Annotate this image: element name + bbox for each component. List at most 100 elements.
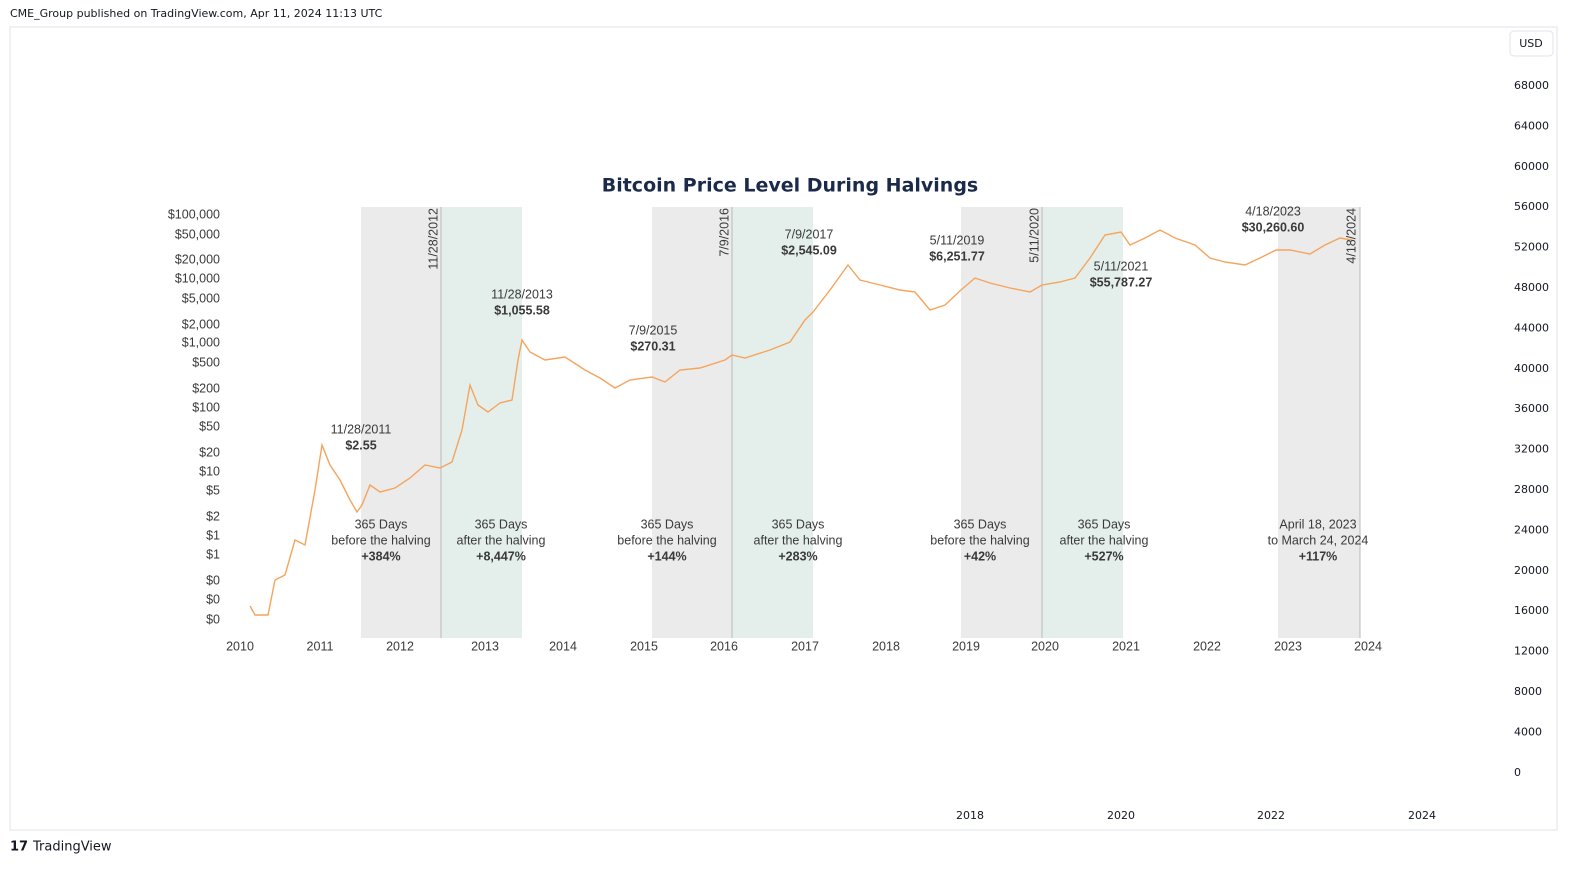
period-shade — [652, 207, 732, 638]
price-axis-label: 16000 — [1514, 604, 1549, 617]
note-date: 7/9/2017 — [785, 227, 834, 241]
note-date: 5/11/2021 — [1094, 259, 1149, 273]
image-y-label: $2,000 — [182, 317, 220, 331]
image-y-label: $50,000 — [175, 227, 220, 241]
logo-mark: 17 — [10, 840, 28, 855]
currency-label[interactable]: USD — [1519, 37, 1543, 50]
price-axis-label: 48000 — [1514, 281, 1549, 294]
period-text: 365 Days — [772, 517, 825, 531]
period-shade — [732, 207, 813, 638]
period-text: after the halving — [754, 533, 843, 547]
image-x-label: 2011 — [307, 639, 334, 653]
period-text: 365 Days — [355, 517, 408, 531]
image-x-label: 2019 — [952, 639, 980, 653]
period-text: after the halving — [457, 533, 546, 547]
image-x-label: 2015 — [630, 639, 658, 653]
price-axis-label: 56000 — [1514, 200, 1549, 213]
halving-date: 5/11/2020 — [1027, 208, 1041, 263]
image-y-label: $1 — [206, 528, 220, 542]
period-shade — [1042, 207, 1123, 638]
image-y-label: $100 — [192, 400, 220, 414]
image-y-label: $10 — [199, 464, 220, 478]
price-line — [249, 229, 1353, 616]
image-x-label: 2013 — [471, 639, 499, 653]
publish-info: CME_Group published on TradingView.com, … — [10, 7, 383, 20]
image-y-label: $5 — [206, 483, 220, 497]
image-y-label: $10,000 — [175, 271, 220, 285]
tv-logo[interactable]: 17 TradingView — [10, 840, 112, 855]
image-x-label: 2018 — [872, 639, 900, 653]
image-x-label: 2010 — [226, 639, 254, 653]
image-y-label: $2 — [206, 509, 220, 523]
halving-date: 7/9/2016 — [717, 208, 731, 257]
halving-date: 4/18/2024 — [1344, 208, 1358, 264]
image-x-label: 2023 — [1274, 639, 1302, 653]
price-axis-label: 32000 — [1514, 443, 1549, 456]
price-axis-label: 12000 — [1514, 645, 1549, 658]
image-title: Bitcoin Price Level During Halvings — [602, 175, 979, 197]
price-axis-label: 36000 — [1514, 402, 1549, 415]
period-text: +42% — [964, 549, 996, 563]
currency-button[interactable] — [1509, 30, 1554, 57]
price-axis-label: 60000 — [1514, 160, 1549, 173]
period-text: before the halving — [617, 533, 716, 547]
price-axis-label: 40000 — [1514, 362, 1549, 375]
price-axis-label: 24000 — [1514, 523, 1549, 536]
image-y-label: $100,000 — [168, 207, 220, 221]
note-price: $1,055.58 — [494, 303, 550, 317]
period-shade — [961, 207, 1042, 638]
period-text: +384% — [361, 549, 400, 563]
image-y-label: $1,000 — [182, 335, 220, 349]
note-price: $30,260.60 — [1242, 220, 1305, 234]
image-x-label: 2017 — [791, 639, 819, 653]
period-text: April 18, 2023 — [1279, 517, 1356, 531]
image-y-label: $500 — [192, 355, 220, 369]
period-text: +117% — [1299, 549, 1338, 563]
brand: TradingView — [32, 840, 112, 855]
image-y-label: $0 — [206, 573, 220, 587]
image-y-label: $20,000 — [175, 252, 220, 266]
image-y-label: $1 — [206, 547, 220, 561]
halving-date: 11/28/2012 — [426, 208, 440, 270]
note-date: 11/28/2011 — [331, 422, 392, 436]
image-x-label: 2012 — [386, 639, 414, 653]
note-price: $2,545.09 — [781, 243, 837, 257]
period-shade — [1278, 207, 1360, 638]
embedded-image: Bitcoin Price Level During Halvings $100,… — [168, 175, 1382, 654]
price-axis-label: 44000 — [1514, 321, 1549, 334]
time-axis-label: 2020 — [1107, 809, 1135, 822]
period-text: before the halving — [331, 533, 430, 547]
time-axis-label: 2024 — [1408, 809, 1436, 822]
period-text: to March 24, 2024 — [1268, 533, 1369, 547]
note-date: 5/11/2019 — [930, 233, 985, 247]
price-axis-label: 8000 — [1514, 685, 1542, 698]
time-axis-label: 2018 — [956, 809, 984, 822]
note-date: 11/28/2013 — [491, 287, 553, 301]
period-text: +8,447% — [476, 549, 526, 563]
period-text: +283% — [778, 549, 817, 563]
image-x-label: 2016 — [710, 639, 738, 653]
period-text: 365 Days — [641, 517, 694, 531]
price-axis-label: 0 — [1514, 766, 1521, 779]
period-text: 365 Days — [1078, 517, 1131, 531]
note-price: $55,787.27 — [1090, 275, 1153, 289]
image-x-label: 2014 — [549, 639, 577, 653]
image-x-label: 2021 — [1112, 639, 1140, 653]
period-text: +144% — [647, 549, 686, 563]
image-x-label: 2022 — [1193, 639, 1221, 653]
period-shade — [441, 207, 522, 638]
period-shade — [361, 207, 441, 638]
price-axis-label: 20000 — [1514, 564, 1549, 577]
note-date: 7/9/2015 — [629, 323, 678, 337]
price-axis-label: 52000 — [1514, 241, 1549, 254]
price-axis-label: 4000 — [1514, 725, 1542, 738]
image-x-label: 2020 — [1031, 639, 1059, 653]
period-text: 365 Days — [954, 517, 1007, 531]
note-price: $270.31 — [630, 339, 675, 353]
period-text: after the halving — [1060, 533, 1149, 547]
image-y-label: $0 — [206, 592, 220, 606]
period-text: +527% — [1084, 549, 1123, 563]
note-price: $6,251.77 — [929, 249, 985, 263]
image-x-label: 2024 — [1354, 639, 1382, 653]
